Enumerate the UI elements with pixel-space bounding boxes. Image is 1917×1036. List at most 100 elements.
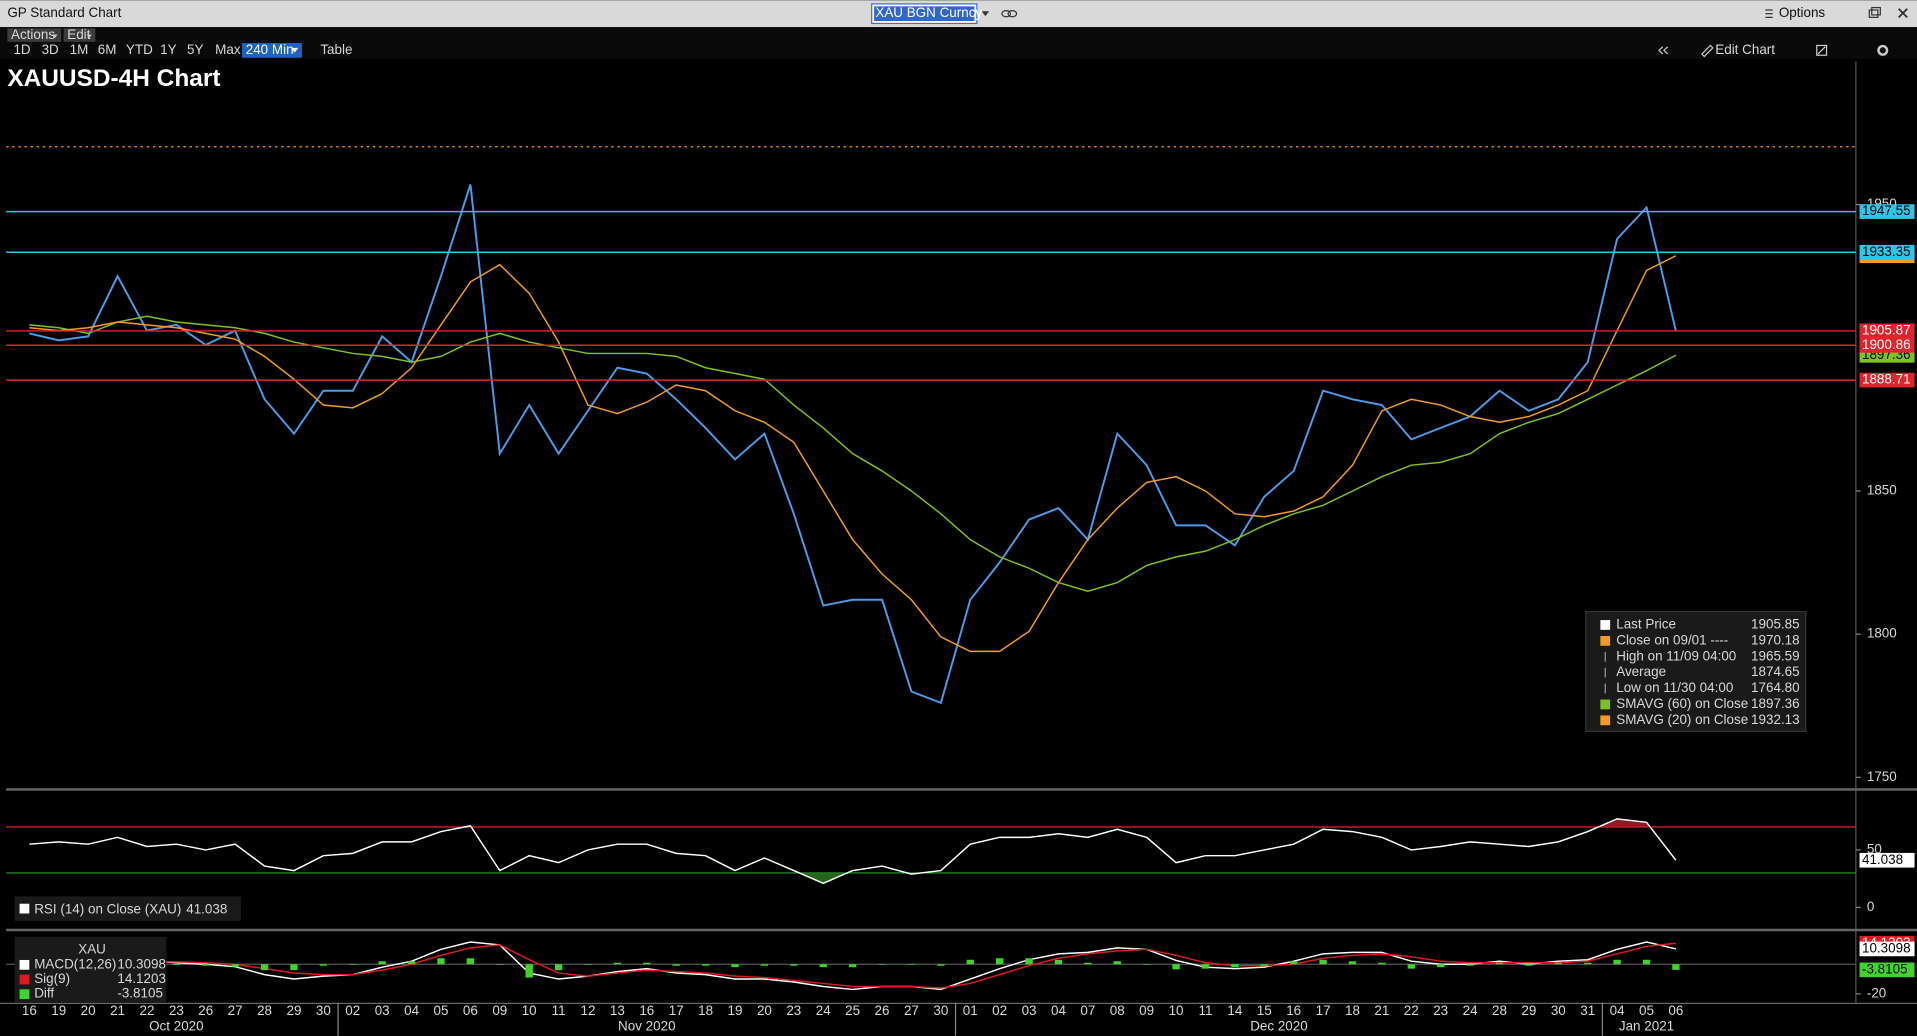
date-label: 10: [522, 1003, 537, 1018]
histogram-bar: [819, 964, 827, 968]
histogram-bar: [407, 961, 416, 965]
legend-swatch: [1600, 635, 1611, 646]
collapse-button[interactable]: [1658, 46, 1669, 55]
range-button[interactable]: 1M: [70, 42, 89, 57]
range-button[interactable]: 1Y: [160, 42, 176, 57]
date-label: 22: [139, 1003, 154, 1018]
histogram-bar: [378, 961, 386, 965]
date-label: 22: [1404, 1003, 1419, 1018]
histogram-bar: [907, 964, 916, 965]
histogram-bar: [1437, 964, 1445, 968]
histogram-bar: [1348, 961, 1357, 965]
legend-swatch: [19, 989, 30, 1000]
edit-chart-button[interactable]: Edit Chart: [1715, 42, 1775, 57]
table-button[interactable]: Table: [320, 42, 352, 57]
histogram-bar: [290, 964, 298, 971]
edit-arrow[interactable]: [86, 34, 92, 39]
options-button[interactable]: Options: [1779, 5, 1826, 20]
histogram-bar: [1584, 962, 1592, 965]
edit-button[interactable]: [63, 28, 96, 42]
date-label: 14: [1227, 1003, 1242, 1018]
legend-value: 1905.85: [1751, 617, 1800, 632]
range-button[interactable]: Max: [215, 42, 241, 57]
legend-name: Close on 09/01 ----: [1616, 632, 1728, 647]
date-label: 09: [492, 1003, 507, 1018]
histogram-bar: [848, 964, 857, 968]
month-label: Nov 2020: [618, 1019, 676, 1034]
date-label: 23: [786, 1003, 801, 1018]
date-label: 20: [757, 1003, 772, 1018]
y-tick-label: 1800: [1867, 626, 1897, 641]
date-label: 11: [552, 1003, 566, 1018]
legend-name: Diff: [34, 986, 54, 1001]
date-label: 17: [1316, 1003, 1331, 1018]
legend-box: [14, 936, 167, 1003]
edit-chart-icon[interactable]: [1700, 44, 1714, 58]
range-button[interactable]: YTD: [126, 42, 153, 57]
last-value-box: [1859, 852, 1915, 868]
date-label: 02: [345, 1003, 360, 1018]
histogram-bar: [1142, 964, 1151, 965]
actions-arrow[interactable]: [52, 34, 58, 39]
legend-value: 1965.59: [1751, 648, 1800, 663]
histogram-bar: [554, 964, 563, 971]
panel: [29, 184, 1677, 705]
options-menu-icon[interactable]: [1765, 9, 1773, 18]
date-label: 26: [875, 1003, 890, 1018]
month-label: Oct 2020: [149, 1019, 204, 1034]
date-label: 23: [169, 1003, 184, 1018]
legend-value: -3.8105: [117, 986, 163, 1001]
date-label: 16: [22, 1003, 37, 1018]
month-label: Jan 2021: [1619, 1019, 1674, 1034]
interval-arrow[interactable]: [290, 47, 299, 53]
legend-name: High on 11/09 04:00: [1616, 648, 1736, 663]
legend-name: Last Price: [1616, 617, 1676, 632]
histogram-bar: [1201, 964, 1210, 969]
histogram-bar: [1172, 964, 1180, 970]
security-text[interactable]: XAU BGN Curncy: [875, 5, 982, 20]
range-button[interactable]: 6M: [98, 42, 117, 57]
draw-button[interactable]: [1816, 44, 1828, 56]
legend-swatch: [19, 974, 30, 985]
actions-label[interactable]: Actions: [11, 27, 55, 42]
chart-title: XAUUSD-4H Chart: [7, 65, 220, 92]
series-line: [29, 315, 1677, 592]
interval-label[interactable]: 240 Min: [246, 42, 294, 57]
legend-value: 1932.13: [1751, 712, 1800, 727]
close-button[interactable]: [1898, 8, 1908, 19]
settings-button[interactable]: [1877, 44, 1889, 56]
y-tick-label: 50: [1867, 841, 1882, 856]
histogram-bar: [1642, 959, 1651, 965]
range-button[interactable]: 3D: [42, 42, 59, 57]
series-line: [29, 184, 1677, 705]
histogram-bar: [319, 964, 328, 966]
level-label-box: [1859, 372, 1915, 388]
actions-button[interactable]: [7, 28, 62, 42]
level-label-text: 1947.55: [1862, 203, 1911, 218]
histogram-bar: [1378, 962, 1386, 965]
date-label: 03: [375, 1003, 390, 1018]
range-button[interactable]: 1D: [13, 42, 30, 57]
date-label: 18: [1345, 1003, 1360, 1018]
date-label: 10: [1169, 1003, 1184, 1018]
date-label: 16: [1286, 1003, 1301, 1018]
date-label: 08: [1110, 1003, 1125, 1018]
legend-swatch: [1600, 699, 1611, 710]
legend-box: [14, 896, 241, 921]
range-button[interactable]: 5Y: [187, 42, 203, 57]
series-line: [29, 818, 1677, 885]
legend-name: MACD(12,26): [34, 956, 116, 971]
date-label: 03: [1022, 1003, 1037, 1018]
link-icon[interactable]: [1001, 10, 1018, 18]
security-dropdown[interactable]: [981, 11, 990, 17]
legend-value: 1970.18: [1751, 632, 1800, 647]
interval-button[interactable]: [242, 43, 302, 58]
date-label: 06: [1668, 1003, 1683, 1018]
edit-label[interactable]: Edit: [67, 27, 90, 42]
restore-button[interactable]: [1868, 6, 1881, 18]
date-label: 01: [963, 1003, 978, 1018]
last-value-box: [1859, 962, 1915, 978]
date-label: 20: [81, 1003, 96, 1018]
